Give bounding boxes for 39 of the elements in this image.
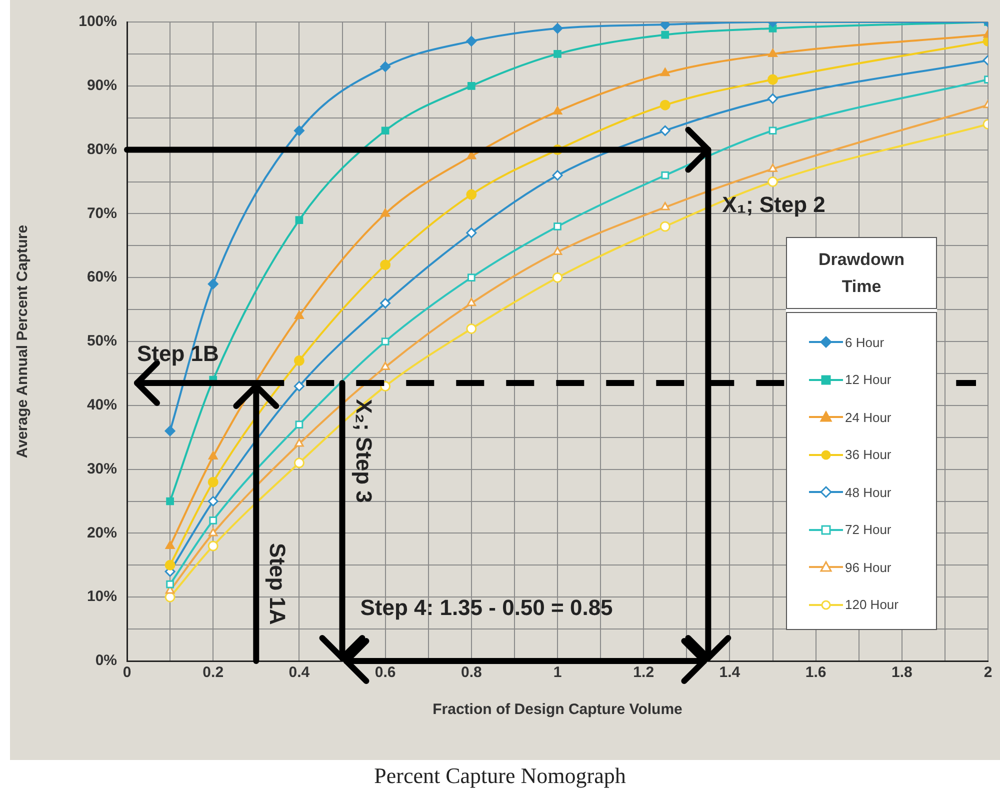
x-tick-label: 1.8	[891, 664, 912, 682]
x-tick-label: 0.2	[202, 664, 224, 682]
x-tick-label: 1	[553, 664, 562, 682]
annotation: Step 4: 1.35 - 0.50 = 0.85	[360, 595, 613, 620]
ref-line-label: X₂; Step 3	[351, 399, 376, 503]
y-tick-label: 100%	[78, 13, 117, 30]
ref-line-label: Step 1B	[137, 341, 219, 366]
x-tick-label: 0.6	[374, 664, 396, 682]
x-tick-label: 0.8	[460, 664, 482, 682]
ref-line-label: Step 1A	[265, 543, 290, 625]
x-axis-title: Fraction of Design Capture Volume	[432, 701, 682, 718]
text: Percent Capture Nomograph	[373, 763, 627, 789]
legend-label: 36 Hour	[845, 447, 892, 462]
y-tick-label: 50%	[86, 332, 117, 350]
y-tick-label: 80%	[86, 140, 117, 158]
x-tick-label: 1.4	[719, 664, 741, 682]
y-tick-label: 40%	[86, 396, 117, 414]
x-tick-label: 0.4	[288, 664, 310, 682]
legend-label: 96 Hour	[845, 560, 892, 575]
y-tick-label: 30%	[86, 460, 117, 478]
ref-line-label: X₁; Step 2	[722, 192, 826, 217]
legend-label: 72 Hour	[845, 522, 892, 538]
y-tick-label: 60%	[86, 268, 117, 286]
legend-label: 48 Hour	[845, 484, 892, 500]
y-tick-label: 70%	[86, 204, 117, 222]
x-tick-label: 1.6	[805, 664, 826, 682]
y-tick-label: 10%	[86, 588, 117, 606]
x-tick-label: 1.2	[633, 664, 654, 682]
legend-label: 12 Hour	[845, 372, 892, 388]
legend-label: 6 Hour	[845, 334, 884, 350]
legend-label: 24 Hour	[845, 410, 892, 425]
legend-title: Drawdown Time	[786, 237, 937, 310]
x-tick-label: 0	[122, 664, 132, 682]
y-tick-label: 20%	[86, 524, 117, 542]
y-tick-label: 90%	[86, 77, 117, 94]
legend-label: 120 Hour	[845, 597, 898, 612]
y-tick-label: 0%	[95, 652, 117, 670]
x-tick-label: 2	[984, 664, 992, 682]
y-axis-title: Average Annual Percent Capture	[14, 224, 32, 458]
